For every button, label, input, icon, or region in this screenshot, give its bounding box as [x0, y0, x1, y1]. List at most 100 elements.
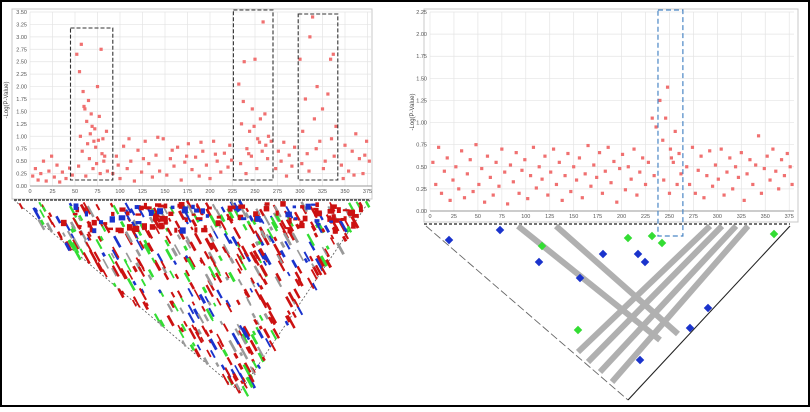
- data-point: [176, 145, 180, 149]
- ld-cell: [303, 251, 311, 262]
- ld-cell: [256, 329, 264, 339]
- ld-cell: [38, 201, 43, 208]
- data-point: [652, 174, 656, 178]
- left-highlight-boxes: [69, 9, 339, 181]
- x-tick-label: 125: [545, 214, 554, 220]
- ld-cell: [204, 273, 214, 286]
- data-point: [569, 189, 573, 194]
- data-point: [320, 107, 325, 111]
- data-point: [615, 200, 619, 204]
- ld-cell: [184, 217, 188, 222]
- data-point: [150, 175, 154, 179]
- ld-cell: [249, 339, 258, 352]
- ld-cell: [294, 278, 301, 287]
- ld-cell: [222, 246, 231, 259]
- ld-cell: [246, 345, 254, 356]
- ld-left-edge: [425, 225, 629, 401]
- ld-cell: [224, 271, 230, 279]
- data-point: [308, 35, 312, 39]
- ld-cell: [152, 214, 159, 222]
- ld-cell: [134, 233, 139, 238]
- data-point: [331, 52, 335, 56]
- ld-cell: [97, 235, 103, 243]
- ld-cell: [303, 257, 309, 264]
- data-point: [97, 114, 101, 118]
- data-point: [439, 191, 444, 195]
- x-tick-label: 325: [318, 189, 327, 195]
- data-point: [185, 154, 189, 158]
- ld-cell: [248, 374, 255, 383]
- data-point: [554, 182, 559, 187]
- ld-cell: [123, 258, 128, 264]
- data-point: [116, 163, 120, 167]
- ld-cell: [319, 255, 328, 267]
- data-point: [503, 170, 507, 174]
- ld-cell: [191, 301, 196, 306]
- ld-cell: [300, 205, 305, 209]
- x-tick-label: 75: [499, 214, 505, 220]
- ld-cell: [225, 302, 233, 313]
- ld-cell: [277, 260, 286, 272]
- data-point: [253, 57, 257, 61]
- ld-cell: [221, 373, 230, 386]
- ld-cell: [47, 215, 54, 225]
- ld-cell: [286, 271, 291, 277]
- ld-cell: [207, 265, 217, 278]
- y-tick-label: 0.75: [16, 147, 27, 153]
- data-point: [511, 180, 515, 184]
- ld-cell: [444, 235, 454, 245]
- data-point: [226, 165, 230, 169]
- data-point: [347, 169, 351, 173]
- data-point: [756, 134, 761, 138]
- ld-cell: [77, 217, 82, 222]
- ld-cell: [207, 206, 212, 210]
- ld-cell: [140, 288, 145, 294]
- data-point: [33, 167, 37, 171]
- data-point: [696, 168, 700, 172]
- ld-cell: [364, 200, 371, 208]
- x-tick-label: 100: [521, 214, 530, 220]
- ld-cell: [260, 230, 267, 239]
- data-point: [241, 99, 245, 104]
- ld-cell: [245, 376, 254, 389]
- data-point: [480, 166, 484, 171]
- ld-cell: [239, 324, 248, 338]
- ld-cell: [125, 211, 130, 216]
- right-ld-triangle: [424, 223, 791, 401]
- data-point: [172, 164, 176, 168]
- data-point: [465, 172, 469, 176]
- data-point: [104, 129, 109, 133]
- ld-cell: [308, 241, 316, 251]
- ld-cell: [248, 215, 254, 222]
- ld-cell: [316, 254, 325, 268]
- ld-cell: [174, 220, 181, 229]
- data-point: [303, 97, 307, 101]
- ld-cell: [87, 221, 91, 228]
- highlight-box: [297, 13, 339, 181]
- ld-cell: [216, 297, 222, 306]
- ld-cell: [173, 244, 181, 255]
- ld-cell: [311, 282, 318, 291]
- data-point: [671, 160, 675, 164]
- data-point: [754, 163, 758, 167]
- left-y-ticks: 0.00 0.25 0.50 0.75 1.00 1.25 1.50 1.75 2.00 2.25…: [16, 10, 27, 190]
- data-point: [534, 186, 538, 190]
- data-point: [661, 138, 665, 142]
- ld-cell: [227, 205, 233, 212]
- ld-cell: [280, 219, 287, 230]
- data-point: [245, 147, 249, 151]
- data-point: [600, 191, 605, 195]
- ld-cell: [341, 235, 348, 243]
- data-point: [563, 174, 567, 178]
- ld-cell: [103, 222, 108, 225]
- data-point: [546, 193, 550, 197]
- data-point: [158, 169, 162, 173]
- ld-cell: [240, 208, 248, 218]
- ld-cell: [238, 255, 243, 261]
- ld-cell: [183, 245, 189, 252]
- ld-cell: [275, 210, 279, 216]
- ld-cell: [241, 327, 251, 341]
- data-point: [312, 117, 316, 121]
- data-point: [626, 165, 630, 169]
